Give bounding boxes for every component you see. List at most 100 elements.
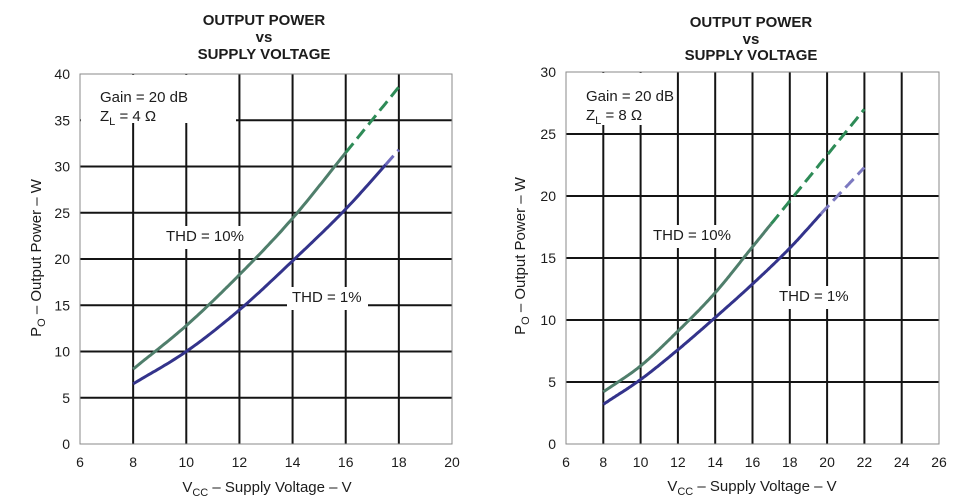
load-impedance-annotation: ZL = 4 Ω [100,108,156,128]
x-tick-label-18: 18 [391,454,407,470]
grid-lines [80,74,452,444]
x-tick-label-18: 18 [782,454,798,470]
y-axis-label-subscript: O [36,318,48,327]
plot-frame-layer [565,71,940,445]
series-label-text: THD = 1% [779,288,849,305]
annotation-background [567,73,673,125]
y-tick-label-30: 30 [540,64,556,80]
y-tick-label-5: 5 [548,374,556,390]
load-impedance-value: = 4 Ω [115,108,156,125]
gain-annotation: Gain = 20 dB [100,89,188,106]
x-tick-label-22: 22 [857,454,873,470]
plot-frame-layer [79,73,453,445]
chart-title-line-1: OUTPUT POWER [203,12,326,29]
y-axis-label-subscript: O [520,316,532,325]
x-tick-label-10: 10 [178,454,194,470]
y-axis-label-text: – Output Power – W [28,178,45,318]
x-tick-label-8: 8 [129,454,137,470]
chart-title-line-2: vs [743,31,760,48]
series-line-thd-1-solid [132,163,387,386]
y-tick-label-15: 15 [540,250,556,266]
x-tick-label-10: 10 [633,454,649,470]
load-impedance-symbol: Z [586,107,595,124]
axis-tick-labels: 6 8 10 12 14 16 18 20 22 24 26 0 5 10 15 20 25 30 [540,64,947,470]
series-label-thd-1: THD = 1% [774,286,855,309]
load-impedance-subscript: L [595,115,601,127]
series-line-thd-10-dashed [344,85,401,154]
series-label-background [648,225,737,248]
y-axis-label: PO – Output Power – W [512,176,532,335]
grid-lines [566,72,939,444]
series-label-text: THD = 1% [292,289,362,306]
x-tick-label-16: 16 [745,454,761,470]
y-tick-label-40: 40 [54,66,70,82]
annotation-gain-load: Gain = 20 dB ZL = 4 Ω [81,75,236,128]
chart-title-line-3: SUPPLY VOLTAGE [685,47,818,64]
y-tick-label-30: 30 [54,159,70,175]
x-tick-label-12: 12 [232,454,248,470]
y-tick-label-0: 0 [548,436,556,452]
load-impedance-value: = 8 Ω [601,107,642,124]
series-line-thd-1-solid [602,212,822,406]
x-tick-label-12: 12 [670,454,686,470]
x-tick-label-26: 26 [931,454,947,470]
series-label-thd-10: THD = 10% [648,225,737,248]
annotation-background [81,75,236,123]
load-impedance-symbol: Z [100,108,109,125]
chart-title-line-2: vs [256,29,273,46]
x-tick-label-20: 20 [444,454,460,470]
series-label-text: THD = 10% [166,228,244,245]
series-line-thd-10-solid [602,222,773,394]
x-tick-label-8: 8 [599,454,607,470]
y-axis-label-symbol: P [512,325,529,335]
series-label-background [161,226,251,249]
y-tick-label-35: 35 [54,112,70,128]
chart-title-line-1: OUTPUT POWER [690,14,813,31]
series-lines [602,108,866,406]
series-label-background [287,287,368,310]
series-line-thd-1-dashed [384,148,401,166]
series-line-thd-10-dashed [769,108,866,225]
x-axis-label-subscript: CC [192,487,208,499]
series-label-text: THD = 10% [653,227,731,244]
y-tick-label-15: 15 [54,297,70,313]
y-tick-label-10: 10 [54,344,70,360]
x-axis-label: VCC – Supply Voltage – V [182,479,351,499]
x-axis-label: VCC – Supply Voltage – V [667,478,836,498]
series-label-thd-1: THD = 1% [287,287,368,310]
chart-output-power-8-ohm: Gain = 20 dB ZL = 8 Ω THD = 10% THD = 1%… [512,14,947,498]
y-tick-label-20: 20 [540,188,556,204]
load-impedance-annotation: ZL = 8 Ω [586,107,642,127]
gain-annotation: Gain = 20 dB [586,88,674,105]
y-tick-label-20: 20 [54,251,70,267]
y-axis-label-text: – Output Power – W [512,176,529,316]
x-tick-label-24: 24 [894,454,910,470]
annotation-gain-load: Gain = 20 dB ZL = 8 Ω [567,73,674,127]
y-axis-label-symbol: P [28,327,45,337]
x-tick-label-6: 6 [76,454,84,470]
plot-frame [79,73,453,445]
y-axis-label: PO – Output Power – W [28,178,48,337]
x-tick-label-14: 14 [707,454,723,470]
x-tick-label-14: 14 [285,454,301,470]
x-tick-label-6: 6 [562,454,570,470]
x-tick-label-20: 20 [819,454,835,470]
series-lines [132,85,401,386]
y-tick-label-10: 10 [540,312,556,328]
chart-output-power-4-ohm: Gain = 20 dB ZL = 4 Ω THD = 10% THD = 1%… [28,12,460,499]
y-tick-label-5: 5 [62,390,70,406]
x-axis-label-symbol: V [182,479,192,496]
series-label-background [774,286,855,309]
axis-tick-labels: 6 8 10 12 14 16 18 20 0 5 10 15 20 25 30 35 40 [54,66,460,470]
load-impedance-subscript: L [109,116,115,128]
x-axis-label-text: – Supply Voltage – V [693,478,836,495]
x-tick-label-16: 16 [338,454,354,470]
series-label-thd-10: THD = 10% [161,226,251,249]
y-tick-label-25: 25 [540,126,556,142]
chart-title-line-3: SUPPLY VOLTAGE [198,46,331,63]
y-tick-label-0: 0 [62,436,70,452]
series-line-thd-1-dashed [819,166,866,215]
x-axis-label-text: – Supply Voltage – V [208,479,351,496]
x-axis-label-symbol: V [667,478,677,495]
